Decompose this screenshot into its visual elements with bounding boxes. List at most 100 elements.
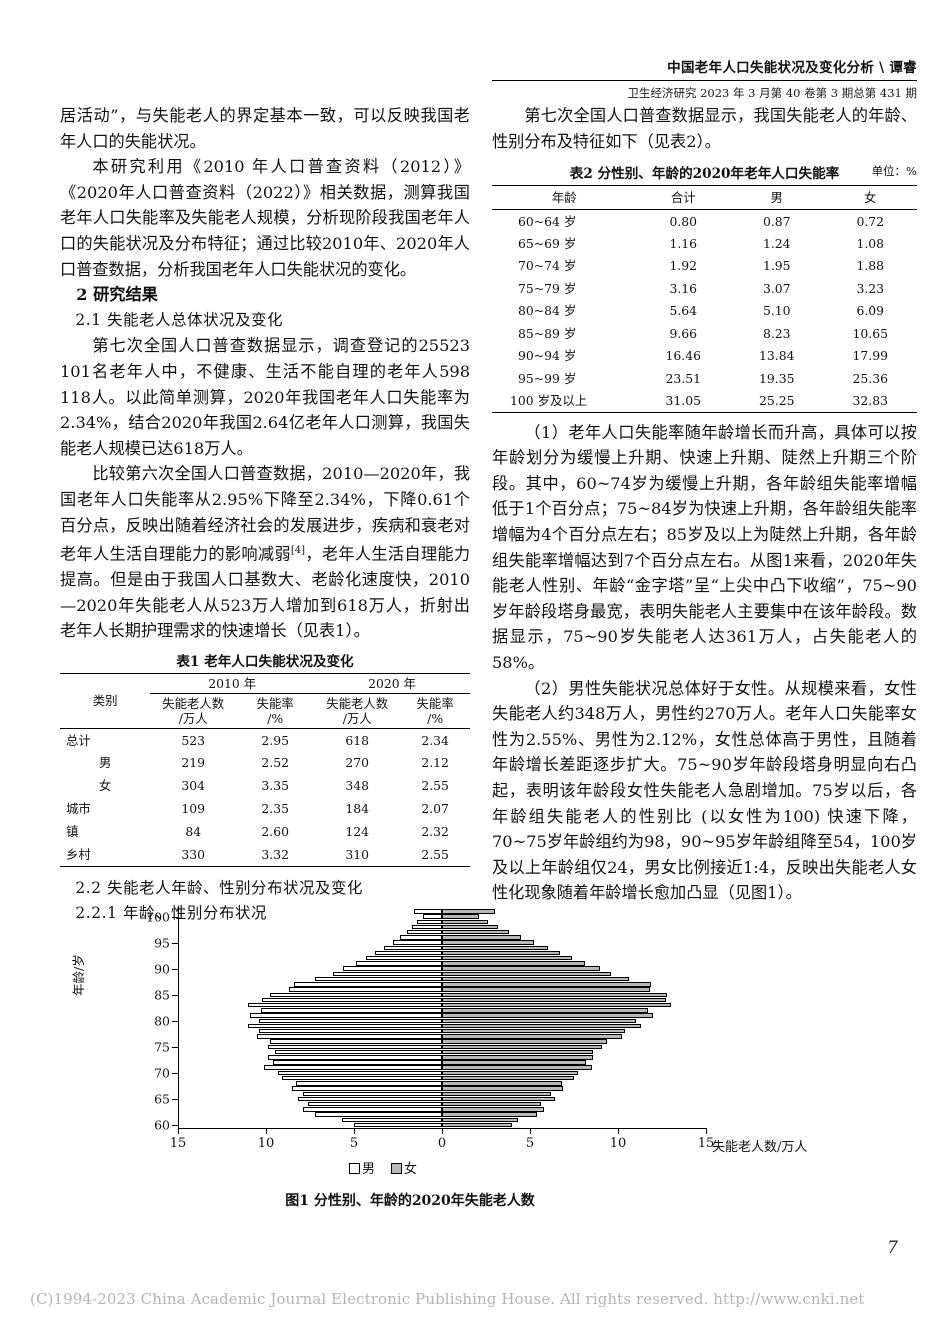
table2-cell-male: 13.84 [759, 348, 795, 364]
table1-wrapper: 表1 老年人口失能状况及变化 类别 2010 年 2020 年 失能老人数 /万… [60, 650, 470, 867]
table1-cell-r2020: 2.34 [421, 732, 449, 748]
bar-female [442, 997, 666, 1003]
legend-label-male: 男 [361, 1162, 375, 1177]
table1-cell-r2010: 2.60 [261, 824, 290, 840]
bar-female [442, 919, 488, 925]
bar-female [442, 1049, 594, 1055]
bar-male [413, 909, 442, 914]
table2-cell-female: 10.65 [852, 325, 888, 341]
bar-female [442, 1013, 654, 1018]
table1-col-r2010-l2: /% [267, 710, 284, 726]
bar-female [442, 966, 601, 971]
bar-female [442, 992, 668, 997]
bar-female [442, 1091, 552, 1096]
bar-male [292, 1086, 442, 1091]
x-tick [618, 1128, 620, 1134]
bar-female [442, 1101, 541, 1107]
table2-cell-total: 31.05 [665, 393, 701, 409]
table2-cell-female: 17.99 [852, 348, 888, 364]
plot-area [178, 906, 706, 1128]
table-row: 60~64 岁 0.80 0.87 0.72 [492, 210, 917, 233]
table-row: 乡村 330 3.32 310 2.55 [60, 843, 470, 867]
table1-cell-category: 男 [98, 755, 112, 771]
y-axis-label: 年龄/岁 [71, 954, 86, 996]
table2-head: 年龄 合计 男 女 [492, 185, 917, 210]
x-tick-label: 10 [609, 1136, 627, 1151]
subsection-heading-2-2-1: 2.2.1 年龄、性别分布状况 [75, 904, 267, 923]
page-number: 7 [887, 1238, 898, 1258]
table1-cell-category: 乡村 [66, 847, 91, 863]
table2-cell-age: 90~94 岁 [518, 348, 577, 364]
table1-cell-r2020: 2.12 [421, 755, 449, 771]
table2-cell-male: 8.23 [762, 325, 791, 341]
table2-cell-total: 9.66 [669, 325, 698, 341]
table2-cell-female: 0.72 [856, 213, 885, 229]
table1-head: 类别 2010 年 2020 年 失能老人数 /万人 失能率 /% [60, 673, 470, 729]
bar-female [442, 1122, 513, 1128]
table2-caption-row: 表2 分性别、年龄的2020年老年人口失能率 单位：% [492, 162, 917, 182]
y-tick-label: 75 [154, 1039, 170, 1055]
bar-female [442, 976, 629, 982]
bar-male [308, 1101, 442, 1107]
bar-female [442, 914, 479, 919]
bar-male [302, 1107, 442, 1112]
legend-label-female: 女 [404, 1162, 418, 1177]
table1-cell-r2020: 2.07 [421, 801, 449, 817]
table-row: 65~69 岁 1.16 1.24 1.08 [492, 232, 917, 255]
table2-cell-total: 3.16 [669, 280, 698, 296]
table1-col-r2010-l1: 失能率 [256, 695, 294, 711]
table1-group-2010: 2010 年 [150, 673, 315, 694]
y-axis-line [178, 906, 180, 1128]
bar-male [267, 1055, 442, 1060]
table2: 年龄 合计 男 女 60~64 岁 0.80 0.87 0.72 65~69 岁 [492, 185, 917, 413]
y-tick [172, 1047, 178, 1049]
copyright-notice: (C)1994-2023 China Academic Journal Elec… [30, 1290, 865, 1308]
bar-female [442, 1060, 587, 1065]
subsection-heading-2-1: 2.1 失能老人总体状况及变化 [75, 310, 284, 329]
y-tick-label: 60 [154, 1117, 170, 1133]
paragraph-finding-2: （2）男性失能状况总体好于女性。从规模来看，女性失能老人约348万人，男性约27… [492, 678, 917, 903]
paragraph-comparison-b: ，老年人生活自理能力提高。但是由于我国人口基数大、老龄化速度快，2010—202… [60, 544, 471, 641]
x-axis-label: 失能老人数/万人 [712, 1140, 808, 1155]
bar-female [442, 1117, 518, 1123]
running-head-rule [492, 80, 917, 81]
y-tick-label: 100 [146, 909, 170, 925]
bar-male [297, 1096, 442, 1102]
y-tick [172, 1125, 178, 1127]
bar-female [442, 1096, 555, 1102]
y-tick-label: 70 [154, 1065, 170, 1081]
table1-cell-n2020: 310 [345, 847, 370, 863]
table2-cell-age: 85~89 岁 [518, 325, 577, 341]
table-row: 总计 523 2.95 618 2.34 [60, 728, 470, 751]
bar-female [442, 1044, 603, 1050]
table1-col-r2020: 失能率 /% [400, 693, 470, 728]
table1-cell-n2020: 348 [345, 778, 370, 794]
x-tick-label: 5 [525, 1136, 535, 1151]
subsection-heading-2-2: 2.2 失能老人年龄、性别分布状况及变化 [75, 878, 364, 897]
table-row: 90~94 岁 16.46 13.84 17.99 [492, 345, 917, 368]
table1-cell-n2010: 84 [185, 824, 202, 840]
chart-legend: 男女 [60, 1158, 706, 1177]
bar-female [442, 961, 585, 966]
bar-female [442, 1107, 545, 1112]
bar-female [442, 956, 573, 961]
table1-cell-n2010: 304 [181, 778, 206, 794]
table2-cell-male: 25.25 [759, 393, 795, 409]
table-row: 80~84 岁 5.64 5.10 6.09 [492, 300, 917, 323]
running-head-title: 中国老年人口失能状况及变化分析 \ 谭睿 [667, 60, 917, 76]
x-tick-label: 0 [437, 1136, 447, 1151]
table1-cell-r2010: 3.32 [261, 847, 290, 863]
table1-col-n2020-l1: 失能老人数 [326, 695, 389, 711]
y-tick-label: 95 [154, 935, 170, 951]
bar-male [294, 982, 442, 987]
bar-female [442, 1081, 562, 1086]
table2-cell-age: 100 岁及以上 [510, 393, 588, 409]
bar-male [269, 992, 442, 997]
table1-cell-r2020: 2.55 [421, 778, 449, 794]
table1-caption: 表1 老年人口失能状况及变化 [176, 653, 354, 670]
paragraph-finding-1: （1）老年人口失能率随年龄增长而升高，具体可以按年龄划分为缓慢上升期、快速上升期… [492, 422, 917, 673]
table1-cell-r2010: 2.35 [261, 801, 290, 817]
table1-col-r2020-l1: 失能率 [416, 695, 454, 711]
table1-cell-n2010: 330 [181, 847, 206, 863]
table2-cell-female: 3.23 [856, 280, 885, 296]
